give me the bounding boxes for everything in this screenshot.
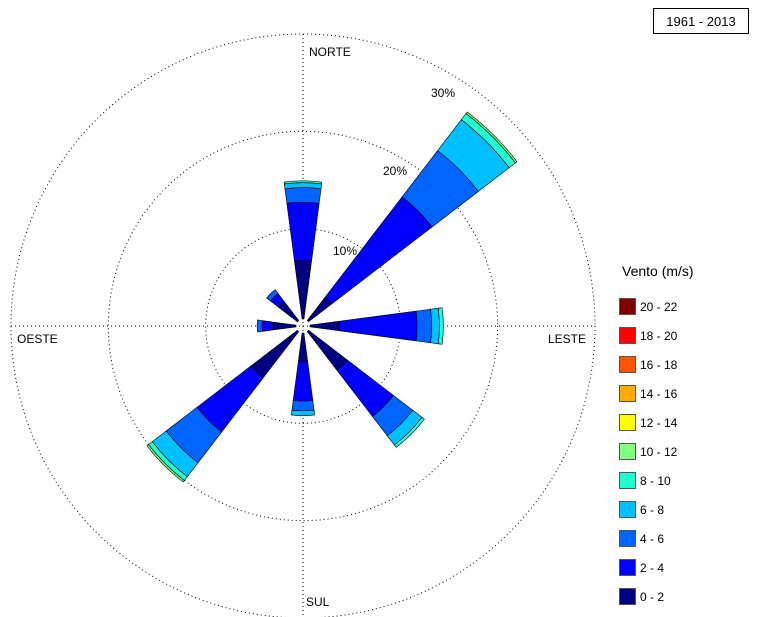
wedge-e-bin-2 xyxy=(415,308,432,344)
wedge-w-bin-0 xyxy=(271,321,297,331)
legend-swatch xyxy=(619,472,636,489)
legend-item: 16 - 18 xyxy=(618,350,738,379)
wedge-nw-bin-0 xyxy=(277,300,300,323)
legend-label: 12 - 14 xyxy=(640,415,678,430)
ring-label-30: 30% xyxy=(431,86,455,100)
legend-swatch xyxy=(619,298,636,315)
legend-swatch xyxy=(619,443,636,460)
wedge-s-bin-3 xyxy=(290,409,316,417)
legend-swatch xyxy=(619,559,636,576)
legend-label: 4 - 6 xyxy=(640,531,665,546)
legend-swatch xyxy=(619,414,636,431)
legend-swatch xyxy=(619,588,636,605)
legend-swatch xyxy=(619,530,636,547)
ring-label-10: 10% xyxy=(333,244,357,258)
wedge-w-bin-1 xyxy=(261,320,273,332)
legend-label: 6 - 8 xyxy=(640,502,665,517)
wedge-sw-bin-0 xyxy=(250,329,300,379)
wedges-layer xyxy=(146,111,518,483)
legend-title: Vento (m/s) xyxy=(622,263,694,279)
wedge-e-bin-3 xyxy=(430,307,440,345)
wedge-e-bin-0 xyxy=(309,320,340,332)
wedge-n-bin-1 xyxy=(286,201,320,262)
legend-label: 18 - 20 xyxy=(640,328,678,343)
wedge-n-bin-2 xyxy=(284,187,322,204)
wedge-se-bin-0 xyxy=(306,329,348,371)
wedge-sw-bin-5 xyxy=(146,444,185,483)
wedge-n-bin-0 xyxy=(294,260,312,320)
compass-south-label: SUL xyxy=(306,595,330,609)
grid-ring-20 xyxy=(107,130,499,522)
legend-item: 10 - 12 xyxy=(618,437,738,466)
wedge-ne-bin-5 xyxy=(465,111,518,164)
legend-label: 8 - 10 xyxy=(640,473,671,488)
compass-west-label: OESTE xyxy=(17,332,58,346)
polar-grid xyxy=(10,33,596,617)
legend-swatch xyxy=(619,501,636,518)
legend-item: 2 - 4 xyxy=(618,553,738,582)
wedge-s-bin-1 xyxy=(292,361,314,402)
speed-legend: Vento (m/s) 20 - 22 18 - 20 16 - 18 14 - 16… xyxy=(618,263,738,611)
compass-north-label: NORTE xyxy=(309,45,351,59)
wedge-n-bin-3 xyxy=(283,182,323,190)
legend-label: 0 - 2 xyxy=(640,589,665,604)
wedge-s-bin-0 xyxy=(297,332,309,363)
legend-label: 10 - 12 xyxy=(640,444,678,459)
wedge-n-bin-4 xyxy=(283,180,323,185)
legend-items: 20 - 22 18 - 20 16 - 18 14 - 16 12 - 14 10 - … xyxy=(618,292,738,611)
wedge-ne-bin-0 xyxy=(306,296,333,323)
wedge-e-bin-1 xyxy=(338,310,418,342)
wedge-nw-bin-2 xyxy=(266,289,279,302)
legend-swatch xyxy=(619,385,636,402)
legend-item: 20 - 22 xyxy=(618,292,738,321)
legend-label: 20 - 22 xyxy=(640,299,678,314)
legend-item: 18 - 20 xyxy=(618,321,738,350)
legend-item: 4 - 6 xyxy=(618,524,738,553)
legend-label: 14 - 16 xyxy=(640,386,678,401)
ring-label-20: 20% xyxy=(383,164,407,178)
wedge-se-bin-4 xyxy=(393,416,425,448)
wedge-w-bin-2 xyxy=(256,319,263,333)
legend-swatch xyxy=(619,356,636,373)
legend-item: 0 - 2 xyxy=(618,582,738,611)
legend-label: 16 - 18 xyxy=(640,357,678,372)
legend-swatch xyxy=(619,327,636,344)
legend-item: 12 - 14 xyxy=(618,408,738,437)
legend-item: 8 - 10 xyxy=(618,466,738,495)
legend-item: 14 - 16 xyxy=(618,379,738,408)
period-box: 1961 - 2013 xyxy=(653,8,749,34)
wedge-e-bin-4 xyxy=(437,307,444,345)
wedge-s-bin-2 xyxy=(291,400,315,412)
compass-east-label: LESTE xyxy=(548,332,586,346)
legend-label: 2 - 4 xyxy=(640,560,665,575)
legend-item: 6 - 8 xyxy=(618,495,738,524)
